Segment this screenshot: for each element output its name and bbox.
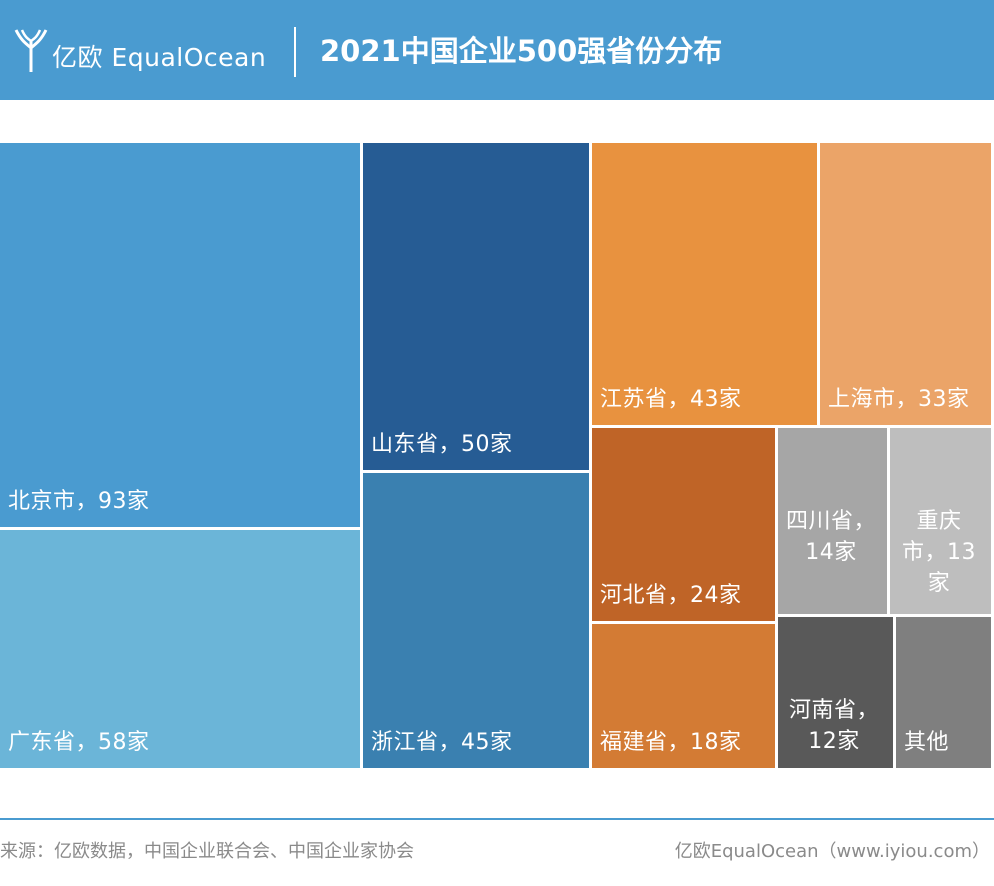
treemap-tile-label: 江苏省，43家 — [600, 387, 742, 412]
treemap-tile-5: 江苏省，43家 — [592, 143, 820, 428]
chart-title: 2021中国企业500强省份分布 — [320, 34, 723, 68]
treemap-tile-label: 其他 — [904, 730, 950, 755]
treemap-tile-label: 福建省，18家 — [600, 730, 742, 755]
header-banner: 亿欧 EqualOcean 2021中国企业500强省份分布 — [0, 0, 994, 100]
treemap-tile-label: 山东省，50家 — [371, 432, 513, 457]
equalocean-logo-icon — [14, 29, 48, 72]
header-divider — [294, 27, 296, 77]
treemap-tile-8: 福建省，18家 — [592, 624, 778, 771]
footer-source: 来源：亿欧数据，中国企业联合会、中国企业家协会 — [0, 841, 414, 862]
treemap-tile-12: 其他 — [896, 617, 994, 771]
treemap-chart: 北京市，93家 广东省，58家 山东省，50家 浙江省，45家 江苏省，43家 上海市，3… — [0, 143, 994, 771]
treemap-tile-3: 山东省，50家 — [363, 143, 592, 473]
treemap-tile-label: 北京市，93家 — [8, 489, 150, 514]
logo-text: 亿欧 EqualOcean — [52, 43, 267, 72]
footer-divider — [0, 818, 994, 820]
treemap-tile-10: 重庆市，13家 — [890, 428, 994, 617]
treemap-tile-7: 河北省，24家 — [592, 428, 778, 624]
treemap-tile-label: 河北省，24家 — [600, 583, 742, 608]
treemap-tile-label: 四川省，14家 — [785, 509, 876, 565]
treemap-tile-11: 河南省，12家 — [778, 617, 896, 771]
treemap-tile-label: 广东省，58家 — [8, 730, 150, 755]
footer-brand: 亿欧EqualOcean（www.iyiou.com） — [674, 841, 990, 862]
treemap-tile-label: 上海市，33家 — [828, 387, 970, 412]
treemap-tile-label: 重庆市，13家 — [902, 509, 976, 596]
treemap-tile-label: 浙江省，45家 — [371, 730, 513, 755]
treemap-tile-6: 上海市，33家 — [820, 143, 994, 428]
treemap-tile-1: 北京市，93家 — [0, 143, 363, 530]
treemap-tile-label: 河南省，12家 — [788, 698, 879, 754]
treemap-tile-2: 广东省，58家 — [0, 530, 363, 771]
treemap-tile-9: 四川省，14家 — [778, 428, 890, 617]
treemap-tile-4: 浙江省，45家 — [363, 473, 592, 771]
